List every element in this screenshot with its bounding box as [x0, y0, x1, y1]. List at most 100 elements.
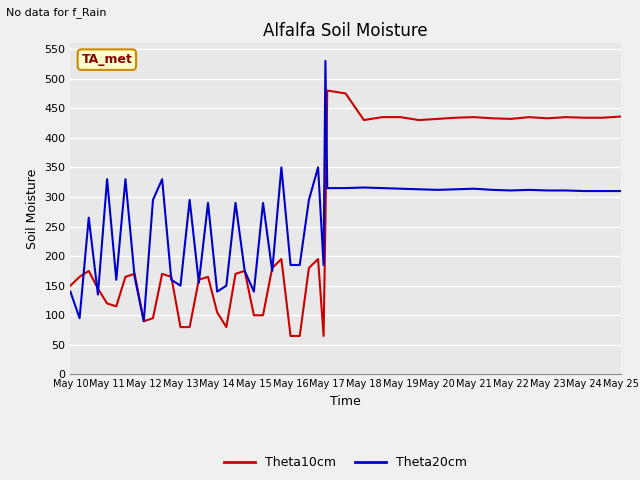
Theta20cm: [598, 188, 606, 194]
Theta10cm: [397, 114, 404, 120]
Theta10cm: [296, 333, 303, 339]
Theta20cm: [314, 165, 322, 170]
Theta20cm: [67, 288, 74, 294]
Theta10cm: [186, 324, 193, 330]
Theta10cm: [76, 274, 83, 280]
Theta20cm: [543, 188, 551, 193]
Theta10cm: [321, 218, 329, 224]
X-axis label: Time: Time: [330, 395, 361, 408]
Theta10cm: [562, 114, 570, 120]
Theta10cm: [158, 271, 166, 277]
Theta20cm: [195, 280, 203, 286]
Theta20cm: [158, 176, 166, 182]
Theta10cm: [113, 303, 120, 309]
Theta20cm: [149, 197, 157, 203]
Theta10cm: [232, 271, 239, 277]
Theta10cm: [470, 114, 478, 120]
Theta10cm: [131, 271, 138, 277]
Legend: Theta10cm, Theta20cm: Theta10cm, Theta20cm: [219, 451, 472, 474]
Theta10cm: [287, 333, 294, 339]
Y-axis label: Soil Moisture: Soil Moisture: [26, 168, 39, 249]
Theta20cm: [76, 315, 83, 321]
Theta10cm: [305, 265, 313, 271]
Theta20cm: [268, 268, 276, 274]
Theta20cm: [186, 197, 193, 203]
Theta10cm: [94, 286, 102, 291]
Theta10cm: [213, 310, 221, 315]
Theta10cm: [241, 268, 248, 274]
Theta20cm: [259, 200, 267, 206]
Theta10cm: [580, 115, 588, 120]
Theta20cm: [113, 277, 120, 283]
Theta10cm: [320, 333, 328, 339]
Theta20cm: [122, 176, 129, 182]
Theta10cm: [223, 324, 230, 330]
Theta20cm: [204, 200, 212, 206]
Theta10cm: [204, 274, 212, 280]
Theta10cm: [177, 324, 184, 330]
Theta10cm: [149, 315, 157, 321]
Theta20cm: [433, 187, 441, 193]
Theta20cm: [562, 188, 570, 193]
Theta10cm: [543, 115, 551, 121]
Theta20cm: [507, 188, 515, 193]
Theta20cm: [342, 185, 349, 191]
Theta10cm: [507, 116, 515, 122]
Theta20cm: [488, 187, 496, 193]
Theta20cm: [232, 200, 239, 206]
Theta10cm: [323, 88, 331, 94]
Theta10cm: [250, 312, 258, 318]
Theta10cm: [195, 277, 203, 283]
Theta20cm: [278, 165, 285, 170]
Theta20cm: [525, 187, 533, 193]
Theta20cm: [321, 58, 329, 64]
Theta10cm: [598, 115, 606, 120]
Theta20cm: [397, 186, 404, 192]
Line: Theta20cm: Theta20cm: [70, 61, 621, 321]
Theta20cm: [250, 288, 258, 294]
Theta20cm: [287, 262, 294, 268]
Theta20cm: [580, 188, 588, 194]
Theta20cm: [213, 288, 221, 294]
Theta20cm: [85, 215, 93, 220]
Theta20cm: [305, 197, 313, 203]
Line: Theta10cm: Theta10cm: [70, 91, 621, 336]
Theta10cm: [525, 114, 533, 120]
Theta10cm: [268, 265, 276, 271]
Theta10cm: [342, 91, 349, 96]
Theta20cm: [296, 262, 303, 268]
Text: No data for f_Rain: No data for f_Rain: [6, 7, 107, 18]
Theta20cm: [323, 185, 331, 191]
Theta20cm: [131, 274, 138, 280]
Theta20cm: [470, 186, 478, 192]
Text: TA_met: TA_met: [81, 53, 132, 66]
Theta10cm: [85, 268, 93, 274]
Theta20cm: [140, 318, 148, 324]
Theta10cm: [378, 114, 386, 120]
Theta20cm: [415, 186, 423, 192]
Theta20cm: [177, 283, 184, 288]
Theta20cm: [452, 186, 460, 192]
Theta10cm: [259, 312, 267, 318]
Title: Alfalfa Soil Moisture: Alfalfa Soil Moisture: [263, 22, 428, 40]
Theta10cm: [140, 318, 148, 324]
Theta10cm: [67, 283, 74, 288]
Theta20cm: [223, 283, 230, 288]
Theta10cm: [452, 115, 460, 120]
Theta20cm: [241, 268, 248, 274]
Theta20cm: [378, 185, 386, 191]
Theta10cm: [278, 256, 285, 262]
Theta20cm: [360, 185, 368, 191]
Theta10cm: [617, 114, 625, 120]
Theta20cm: [320, 262, 328, 268]
Theta10cm: [122, 274, 129, 280]
Theta20cm: [94, 292, 102, 298]
Theta10cm: [488, 115, 496, 121]
Theta10cm: [314, 256, 322, 262]
Theta20cm: [168, 277, 175, 283]
Theta20cm: [617, 188, 625, 194]
Theta10cm: [433, 116, 441, 122]
Theta10cm: [103, 300, 111, 306]
Theta10cm: [415, 117, 423, 123]
Theta10cm: [168, 274, 175, 280]
